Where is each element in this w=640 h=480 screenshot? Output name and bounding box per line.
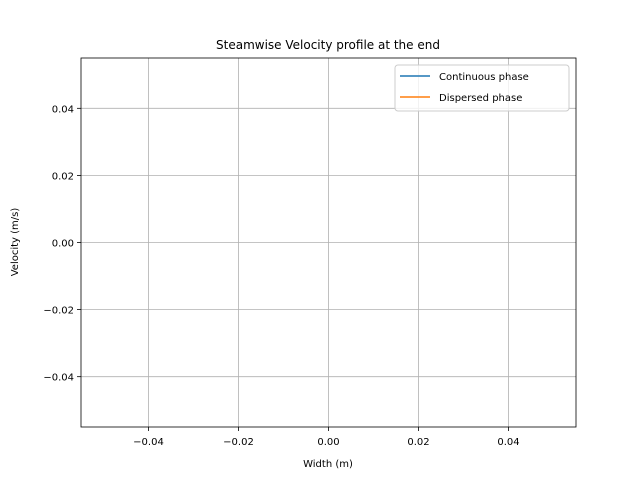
x-tick-label: −0.02 bbox=[223, 437, 254, 448]
x-tick-label: 0.02 bbox=[407, 437, 429, 448]
y-axis-label: Velocity (m/s) bbox=[10, 208, 21, 277]
y-tick-label: 0.04 bbox=[52, 104, 74, 115]
x-tick-label: 0.00 bbox=[317, 437, 339, 448]
tick-layer: −0.04 −0.02 0.00 0.02 0.04 −0.04 −0.02 0.00 0.02… bbox=[43, 104, 519, 448]
x-tick-label: −0.04 bbox=[133, 437, 164, 448]
y-tick-label: 0.02 bbox=[52, 171, 74, 182]
legend-box bbox=[394, 64, 570, 112]
x-axis-label: Width (m) bbox=[303, 459, 353, 470]
legend-label-continuous: Continuous phase bbox=[439, 72, 529, 83]
y-tick-label: −0.02 bbox=[43, 306, 74, 317]
y-tick-label: −0.04 bbox=[43, 373, 74, 384]
chart-title: Steamwise Velocity profile at the end bbox=[216, 38, 440, 52]
y-tick-label: 0.00 bbox=[52, 239, 74, 250]
x-tick-label: 0.04 bbox=[497, 437, 519, 448]
legend: Continuous phase Dispersed phase bbox=[394, 64, 570, 112]
legend-label-dispersed: Dispersed phase bbox=[439, 93, 522, 104]
